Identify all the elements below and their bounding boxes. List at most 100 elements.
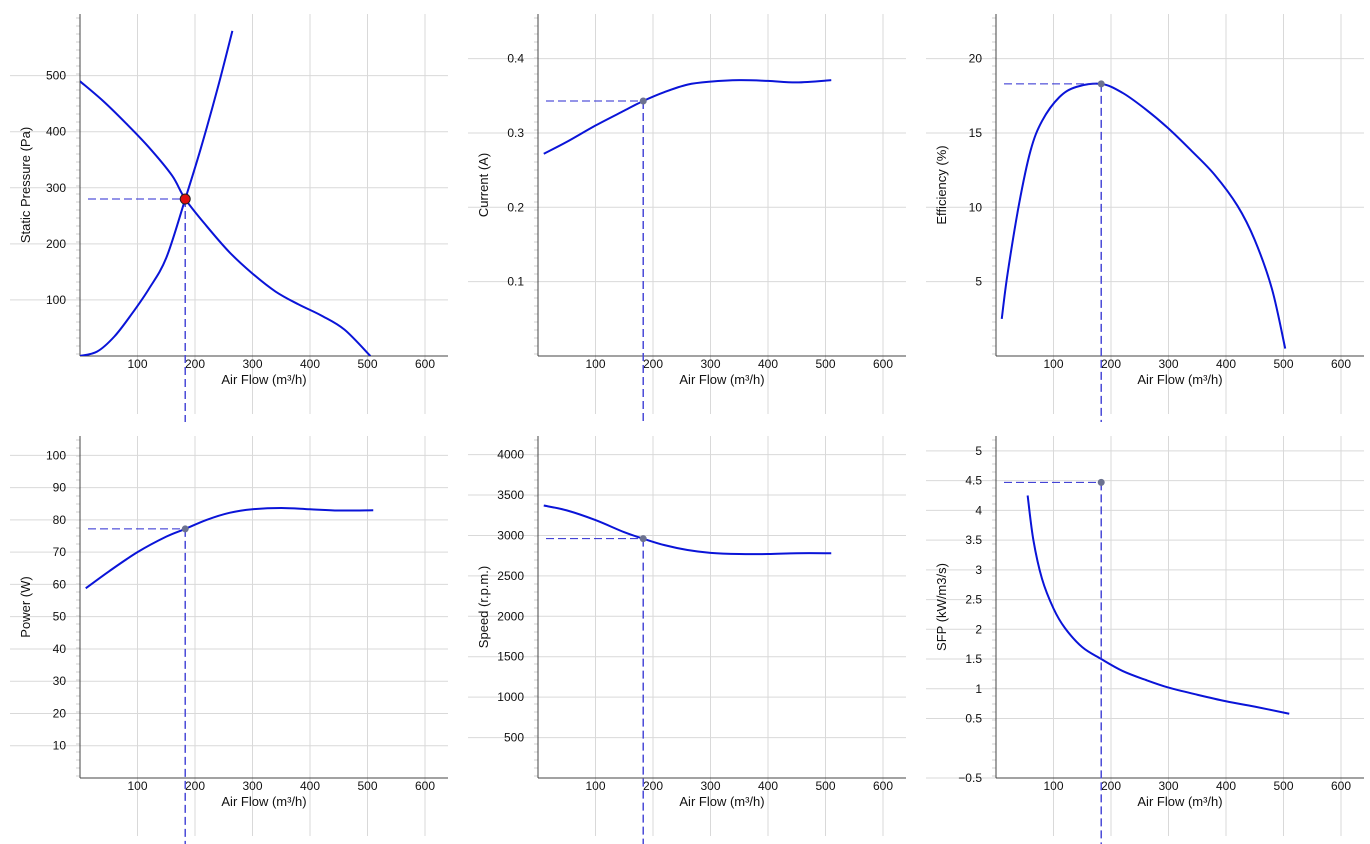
speed-xtick-500: 500 <box>815 779 835 793</box>
power-ytick-10: 10 <box>53 739 67 753</box>
power-ytick-40: 40 <box>53 642 67 656</box>
speed-ytick-3500: 3500 <box>497 488 524 502</box>
static-pressure-xtick-600: 600 <box>415 357 435 371</box>
power-minor-ticks <box>76 439 80 777</box>
current-ytick-0_3: 0.3 <box>507 126 524 140</box>
efficiency-xtick-200: 200 <box>1101 357 1121 371</box>
efficiency-minor-ticks <box>992 17 996 355</box>
sfp-ytick-4_5: 4.5 <box>965 474 982 488</box>
speed-ytick-3000: 3000 <box>497 528 524 542</box>
efficiency-ytick-15: 15 <box>969 126 983 140</box>
sfp-chart: 100 200 300 400 500 600 −0.5 0.5 1 1.5 2 2.5 3 3.5 4 4.… <box>926 436 1364 844</box>
power-x-axis-label: Air Flow (m³/h) <box>221 794 306 809</box>
static-pressure-curve-1 <box>80 80 372 356</box>
efficiency-ytick-10: 10 <box>969 200 983 214</box>
static-pressure-xtick-400: 400 <box>300 357 320 371</box>
speed-operating-point[interactable] <box>639 535 647 543</box>
sfp-ytick-3: 3 <box>975 563 982 577</box>
efficiency-curve-1 <box>1000 82 1287 349</box>
speed-chart: 100 200 300 400 500 600 500 1000 1500 2000 2500 300… <box>468 436 906 844</box>
static-pressure-x-axis-label: Air Flow (m³/h) <box>221 372 306 387</box>
power-curve-1 <box>85 506 374 590</box>
speed-ytick-2500: 2500 <box>497 569 524 583</box>
sfp-xtick-600: 600 <box>1331 779 1351 793</box>
current-xtick-100: 100 <box>585 357 605 371</box>
current-curve-1 <box>543 79 832 155</box>
speed-ytick-1500: 1500 <box>497 650 524 664</box>
static-pressure-curve-2 <box>80 30 234 356</box>
static-pressure-ytick-300: 300 <box>46 181 66 195</box>
static-pressure-operating-point[interactable] <box>179 193 191 205</box>
speed-ytick-500: 500 <box>504 731 524 745</box>
sfp-ytick-2: 2 <box>975 622 982 636</box>
efficiency-ytick-20: 20 <box>969 52 983 66</box>
power-ytick-70: 70 <box>53 545 67 559</box>
power-xtick-600: 600 <box>415 779 435 793</box>
speed-xtick-600: 600 <box>873 779 893 793</box>
static-pressure-xtick-100: 100 <box>127 357 147 371</box>
current-xtick-500: 500 <box>815 357 835 371</box>
static-pressure-ytick-500: 500 <box>46 69 66 83</box>
power-ytick-100: 100 <box>46 448 66 462</box>
power-xtick-100: 100 <box>127 779 147 793</box>
sfp-minor-ticks <box>992 439 996 777</box>
speed-ytick-2000: 2000 <box>497 609 524 623</box>
power-xtick-400: 400 <box>300 779 320 793</box>
power-operating-point[interactable] <box>181 525 189 533</box>
power-ytick-90: 90 <box>53 481 67 495</box>
sfp-xtick-100: 100 <box>1043 779 1063 793</box>
power-ytick-30: 30 <box>53 674 67 688</box>
static-pressure-ytick-200: 200 <box>46 237 66 251</box>
static-pressure-xtick-500: 500 <box>357 357 377 371</box>
current-xtick-200: 200 <box>643 357 663 371</box>
sfp-ytick-5: 5 <box>975 444 982 458</box>
sfp-ytick-3_5: 3.5 <box>965 533 982 547</box>
power-ytick-20: 20 <box>53 706 67 720</box>
static-pressure-xtick-200: 200 <box>185 357 205 371</box>
power-y-axis-label: Power (W) <box>18 576 33 637</box>
speed-curve-1 <box>543 504 832 556</box>
sfp-ytick-1_5: 1.5 <box>965 652 982 666</box>
current-ytick-0_1: 0.1 <box>507 275 524 289</box>
current-ytick-0_2: 0.2 <box>507 200 524 214</box>
current-xtick-300: 300 <box>700 357 720 371</box>
current-y-axis-label: Current (A) <box>476 153 491 217</box>
speed-xtick-300: 300 <box>700 779 720 793</box>
current-ytick-0_4: 0.4 <box>507 52 524 66</box>
sfp-ytick-neg0_5: −0.5 <box>958 771 982 785</box>
sfp-ytick-2_5: 2.5 <box>965 593 982 607</box>
sfp-ytick-1: 1 <box>975 682 982 696</box>
power-xtick-500: 500 <box>357 779 377 793</box>
speed-ytick-1000: 1000 <box>497 690 524 704</box>
efficiency-xtick-100: 100 <box>1043 357 1063 371</box>
current-xtick-600: 600 <box>873 357 893 371</box>
speed-x-axis-label: Air Flow (m³/h) <box>679 794 764 809</box>
speed-y-axis-label: Speed (r.p.m.) <box>476 566 491 648</box>
current-minor-ticks <box>534 17 538 355</box>
sfp-x-axis-label: Air Flow (m³/h) <box>1137 794 1222 809</box>
sfp-operating-point[interactable] <box>1097 478 1105 486</box>
speed-xtick-200: 200 <box>643 779 663 793</box>
current-xtick-400: 400 <box>758 357 778 371</box>
power-xtick-200: 200 <box>185 779 205 793</box>
power-xtick-300: 300 <box>242 779 262 793</box>
efficiency-xtick-300: 300 <box>1158 357 1178 371</box>
current-chart: 100 200 300 400 500 600 0.1 0.2 0.3 0.4 Air Flow (… <box>468 14 906 422</box>
power-ytick-80: 80 <box>53 513 67 527</box>
speed-xtick-100: 100 <box>585 779 605 793</box>
power-ytick-50: 50 <box>53 610 67 624</box>
efficiency-y-axis-label: Efficiency (%) <box>934 145 949 224</box>
speed-minor-ticks <box>534 439 538 777</box>
power-ytick-60: 60 <box>53 577 67 591</box>
efficiency-xtick-600: 600 <box>1331 357 1351 371</box>
efficiency-chart: 100 200 300 400 500 600 5 10 15 20 Air Flow (m³/h)… <box>926 14 1364 422</box>
static-pressure-xtick-300: 300 <box>242 357 262 371</box>
static-pressure-minor-ticks <box>76 17 80 355</box>
sfp-ytick-0_5: 0.5 <box>965 712 982 726</box>
efficiency-operating-point[interactable] <box>1097 80 1105 88</box>
efficiency-ytick-5: 5 <box>975 275 982 289</box>
power-chart: 100 200 300 400 500 600 10 20 30 40 50 60 70 80 90 100 A… <box>10 436 448 844</box>
sfp-xtick-500: 500 <box>1273 779 1293 793</box>
current-operating-point[interactable] <box>639 97 647 105</box>
